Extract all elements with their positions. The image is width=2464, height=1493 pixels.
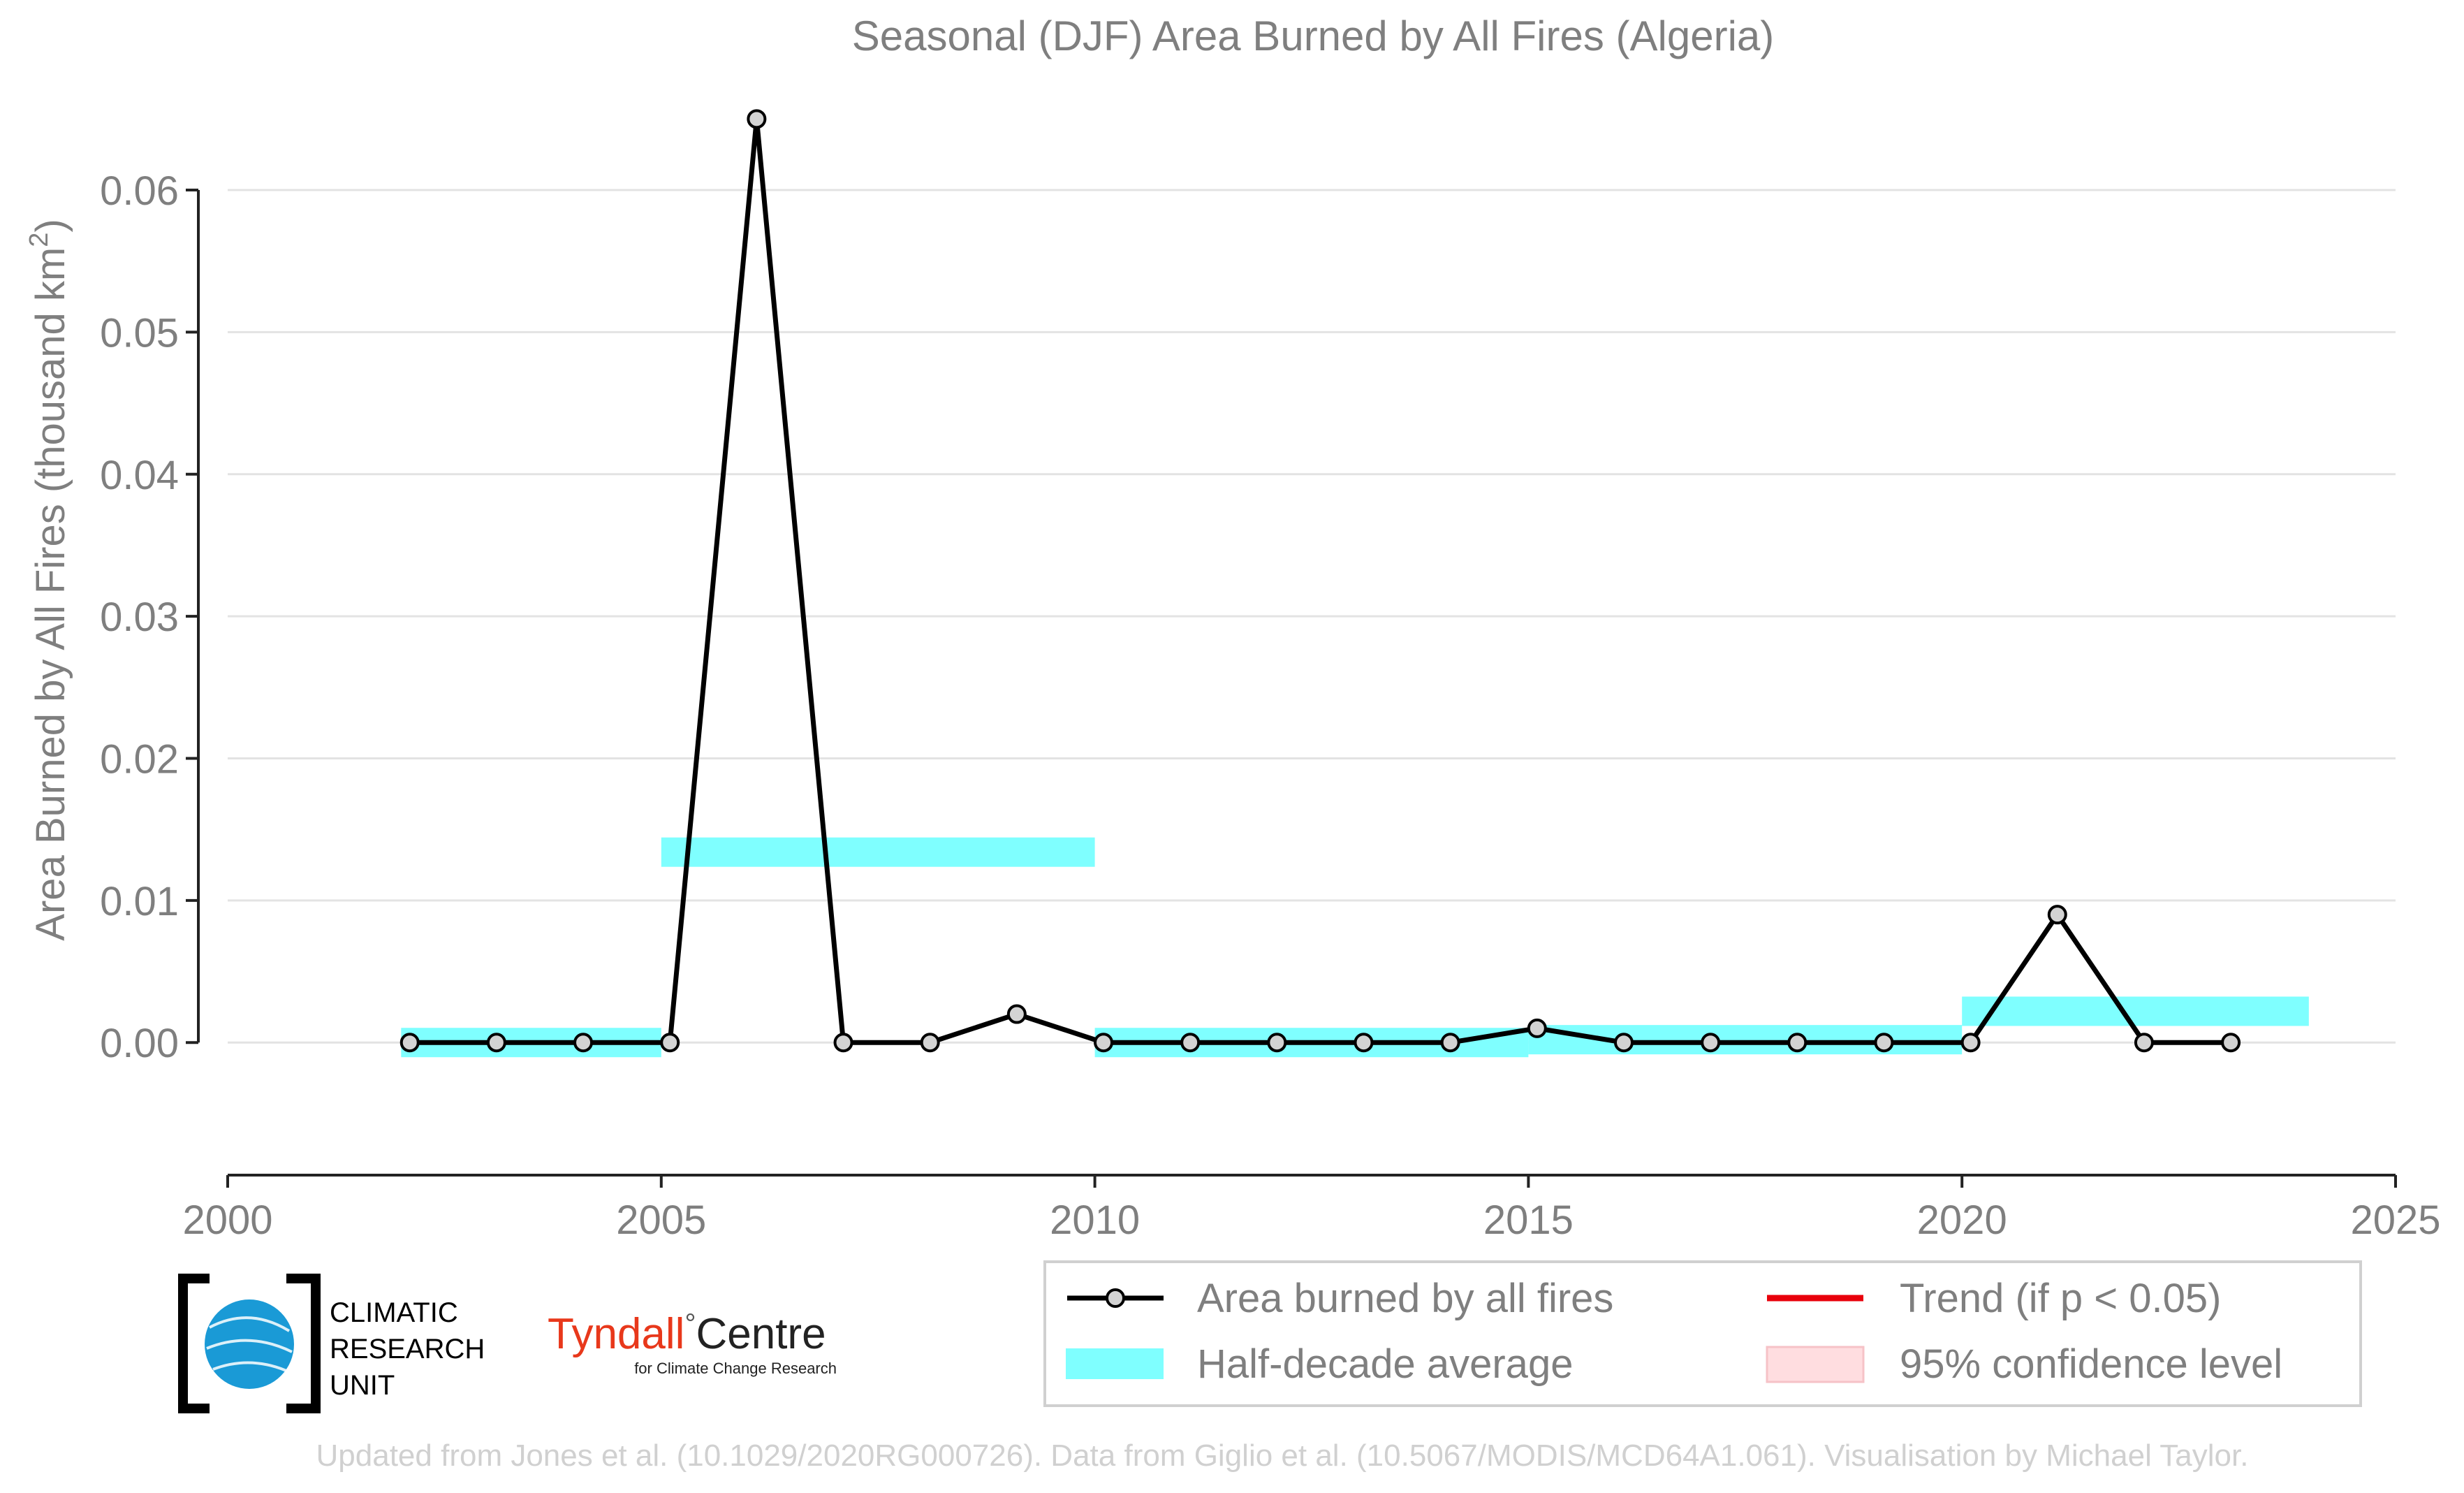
data-point [1787,1033,1807,1053]
half-decade-average-bar [1962,996,2309,1026]
y-tick-label: 0.04 [100,453,179,498]
legend-average-symbol [1066,1348,1164,1379]
legend-label-area-burned: Area burned by all fires [1197,1276,1613,1321]
x-tick-label: 2005 [616,1197,706,1243]
data-point [2047,905,2067,925]
data-point [660,1033,680,1053]
legend-label-confidence: 95% confidence level [1900,1341,2282,1387]
tyndall-logo: Tyndall°Centre for Climate Change Resear… [548,1309,837,1377]
legend-confidence-symbol [1766,1346,1865,1383]
y-axis-label: Area Burned by All Fires (thousand km2) [24,219,73,940]
data-point [1527,1018,1547,1038]
data-point [573,1033,594,1053]
data-point [486,1033,506,1053]
y-tick-label: 0.01 [100,879,179,924]
y-tick-label: 0.02 [100,736,179,782]
x-tick-label: 2020 [1917,1197,2007,1243]
data-point [1180,1033,1201,1053]
series-layer [399,109,2241,1053]
data-point [1613,1033,1634,1053]
x-tick-label: 2025 [2350,1197,2440,1243]
data-point [1874,1033,1894,1053]
data-point [920,1033,940,1053]
data-point [1701,1033,1721,1053]
cru-bracket-left-icon [178,1274,210,1413]
data-point [2134,1033,2154,1053]
legend-label-half-decade: Half-decade average [1197,1341,1573,1387]
legend-label-trend: Trend (if p < 0.05) [1900,1276,2221,1321]
legend-marker-symbol [1106,1288,1125,1308]
y-tick-label: 0.03 [100,595,179,640]
cru-globe-swirl-icon [206,1316,293,1372]
data-point [1267,1033,1287,1053]
half-decade-average-bar [661,837,1095,867]
tick-label-layer: 0.00 0.01 0.02 0.03 0.04 0.05 0.06 2000 2005 2010… [100,168,2440,1243]
legend-frame [1043,1260,2362,1407]
series-line [409,116,2231,1045]
data-point [399,1033,420,1053]
cru-text-line3: UNIT [330,1370,395,1401]
x-tick-label: 2000 [182,1197,272,1243]
data-point [747,109,767,129]
axes-layer [186,189,2397,1188]
legend: Area burned by all fires Trend (if p < 0… [1043,1260,2362,1407]
tyndall-wordmark: Tyndall°Centre [548,1309,826,1358]
chart-title: Seasonal (DJF) Area Burned by All Fires … [852,13,1775,59]
data-point [1006,1004,1027,1024]
x-tick-label: 2010 [1050,1197,1140,1243]
footer-credit: Updated from Jones et al. (10.1029/2020R… [316,1439,2249,1473]
data-point [2221,1033,2241,1053]
cru-text-line1: CLIMATIC [330,1297,458,1328]
data-point [1354,1033,1374,1053]
x-tick-label: 2015 [1483,1197,1574,1243]
cru-bracket-right-icon [286,1274,321,1413]
y-tick-label: 0.05 [100,310,179,356]
y-tick-label: 0.06 [100,168,179,214]
tyndall-subtitle: for Climate Change Research [634,1360,837,1377]
data-point [833,1033,853,1053]
data-point [1094,1033,1114,1053]
y-tick-label: 0.00 [100,1021,179,1066]
cru-text-line2: RESEARCH [330,1334,485,1364]
data-point [1960,1033,1981,1053]
cru-logo: CLIMATIC RESEARCH UNIT [178,1274,485,1413]
data-point [1440,1033,1460,1053]
